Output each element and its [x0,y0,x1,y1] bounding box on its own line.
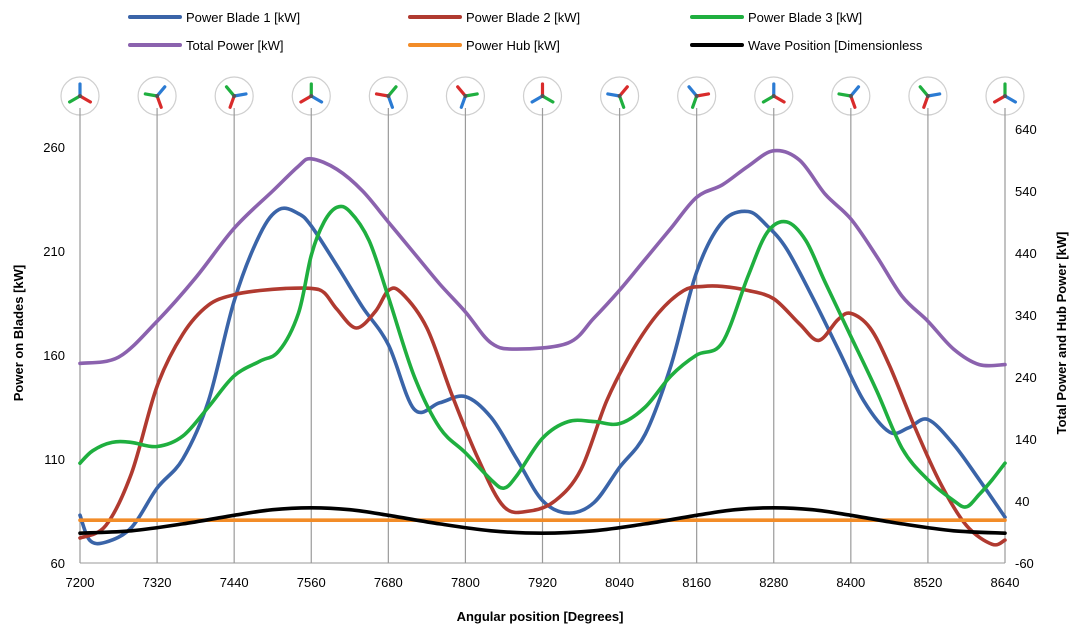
turbine-hub [78,94,82,98]
y-left-tick-label: 210 [43,244,65,259]
turbine-hub [849,94,853,98]
turbine-hub [541,94,545,98]
y-axis-right-title: Total Power and Hub Power [kW] [1054,232,1069,435]
turbine-hub [386,94,390,98]
x-tick-label: 8280 [759,575,788,590]
x-tick-label: 7200 [66,575,95,590]
y-right-tick-label: 440 [1015,246,1037,261]
legend-power-blade-1: Power Blade 1 [kW] [130,10,300,25]
y-right-tick-label: 40 [1015,494,1029,509]
y-right-tick-label: 640 [1015,122,1037,137]
y-axis-left-title: Power on Blades [kW] [11,265,26,402]
y-right-tick-label: 340 [1015,308,1037,323]
x-tick-label: 8040 [605,575,634,590]
x-tick-label: 8520 [913,575,942,590]
legend-power-blade-2: Power Blade 2 [kW] [410,10,580,25]
turbine-hub [695,94,699,98]
turbine-hub [772,94,776,98]
legend-power-blade-3: Power Blade 3 [kW] [692,10,862,25]
grid [80,108,1005,563]
turbine-hub [618,94,622,98]
turbine-hub [926,94,930,98]
turbine-hub [155,94,159,98]
y-left-tick-label: 60 [51,556,65,571]
turbine-hub [232,94,236,98]
turbine-hub [463,94,467,98]
y-right-tick-label: 140 [1015,432,1037,447]
x-tick-label: 7680 [374,575,403,590]
legend-label: Power Blade 3 [kW] [748,10,862,25]
y-right-tick-label: 240 [1015,370,1037,385]
x-tick-label: 7800 [451,575,480,590]
x-axis-title: Angular position [Degrees] [457,609,624,624]
y-right-tick-label: 540 [1015,184,1037,199]
legend-label: Wave Position [Dimensionless [748,38,923,53]
x-tick-label: 7920 [528,575,557,590]
legend: Power Blade 1 [kW] Power Blade 2 [kW] Powe… [130,10,923,53]
turbine-hub [309,94,313,98]
legend-label: Power Hub [kW] [466,38,560,53]
x-tick-label: 8400 [836,575,865,590]
x-tick-label: 8640 [991,575,1020,590]
legend-power-hub: Power Hub [kW] [410,38,560,53]
x-tick-label: 7320 [143,575,172,590]
legend-label: Power Blade 2 [kW] [466,10,580,25]
x-tick-label: 7440 [220,575,249,590]
x-tick-label: 7560 [297,575,326,590]
y-left-tick-label: 160 [43,348,65,363]
legend-total-power: Total Power [kW] [130,38,284,53]
x-tick-label: 8160 [682,575,711,590]
y-right-tick-label: -60 [1015,556,1034,571]
y-left-tick-label: 110 [44,452,65,467]
legend-wave-position: Wave Position [Dimensionless [692,38,923,53]
legend-label: Power Blade 1 [kW] [186,10,300,25]
legend-label: Total Power [kW] [186,38,284,53]
turbine-hub [1003,94,1007,98]
y-left-tick-label: 260 [43,140,65,155]
